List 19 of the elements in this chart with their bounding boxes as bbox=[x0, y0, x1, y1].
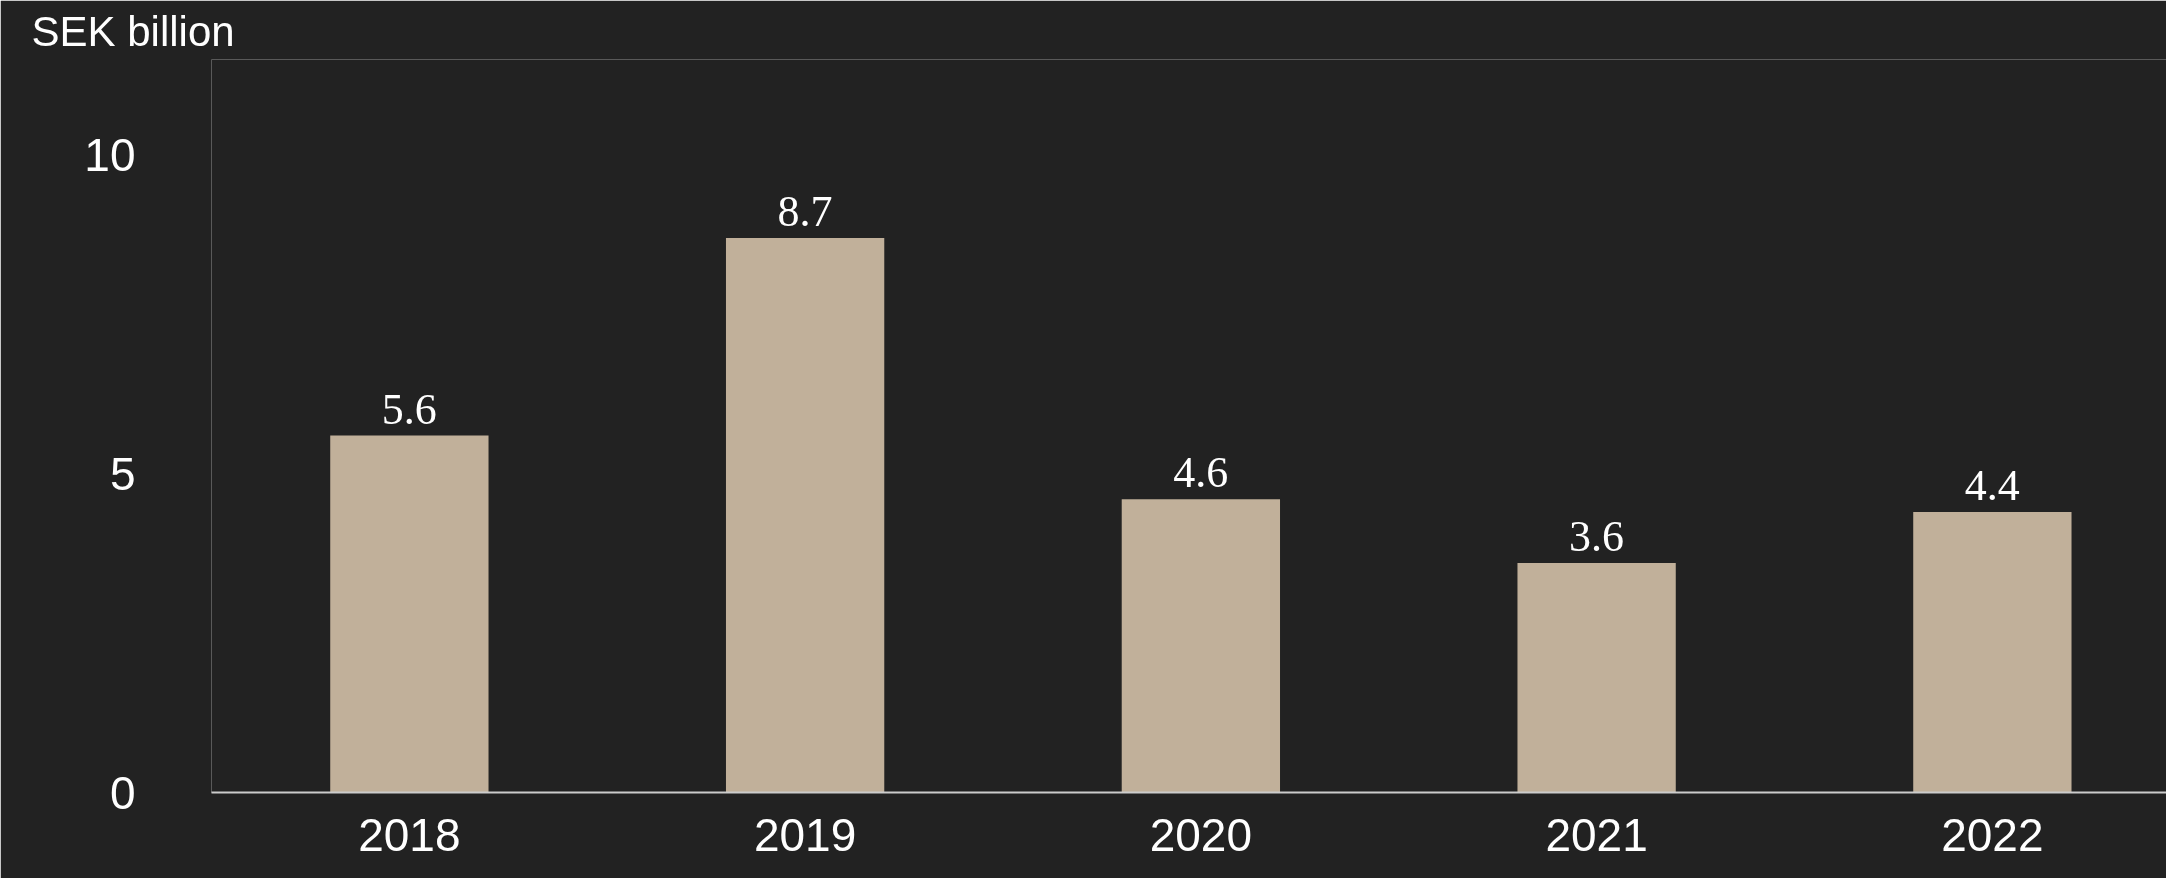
y-tick-label: 0 bbox=[109, 766, 136, 819]
x-tick-label: 2021 bbox=[1545, 808, 1648, 861]
bar bbox=[1121, 499, 1281, 793]
x-tick-label: 2020 bbox=[1149, 808, 1253, 861]
data-label: 4.6 bbox=[1173, 448, 1229, 498]
x-tick-label: 2019 bbox=[753, 808, 857, 861]
x-tick-label: 2022 bbox=[1941, 808, 2044, 861]
bar bbox=[330, 435, 489, 793]
y-axis-title: SEK billion bbox=[31, 7, 235, 55]
bar bbox=[1517, 563, 1676, 793]
y-tick-label: 10 bbox=[84, 129, 136, 182]
y-tick-label: 5 bbox=[109, 447, 136, 500]
data-label: 4.4 bbox=[1964, 461, 2020, 511]
data-label: 3.6 bbox=[1569, 512, 1625, 562]
data-label: 8.7 bbox=[777, 186, 833, 236]
x-tick-label: 2018 bbox=[358, 808, 461, 861]
data-label: 5.6 bbox=[381, 384, 437, 434]
bar bbox=[725, 237, 885, 793]
bar bbox=[1913, 512, 2072, 793]
